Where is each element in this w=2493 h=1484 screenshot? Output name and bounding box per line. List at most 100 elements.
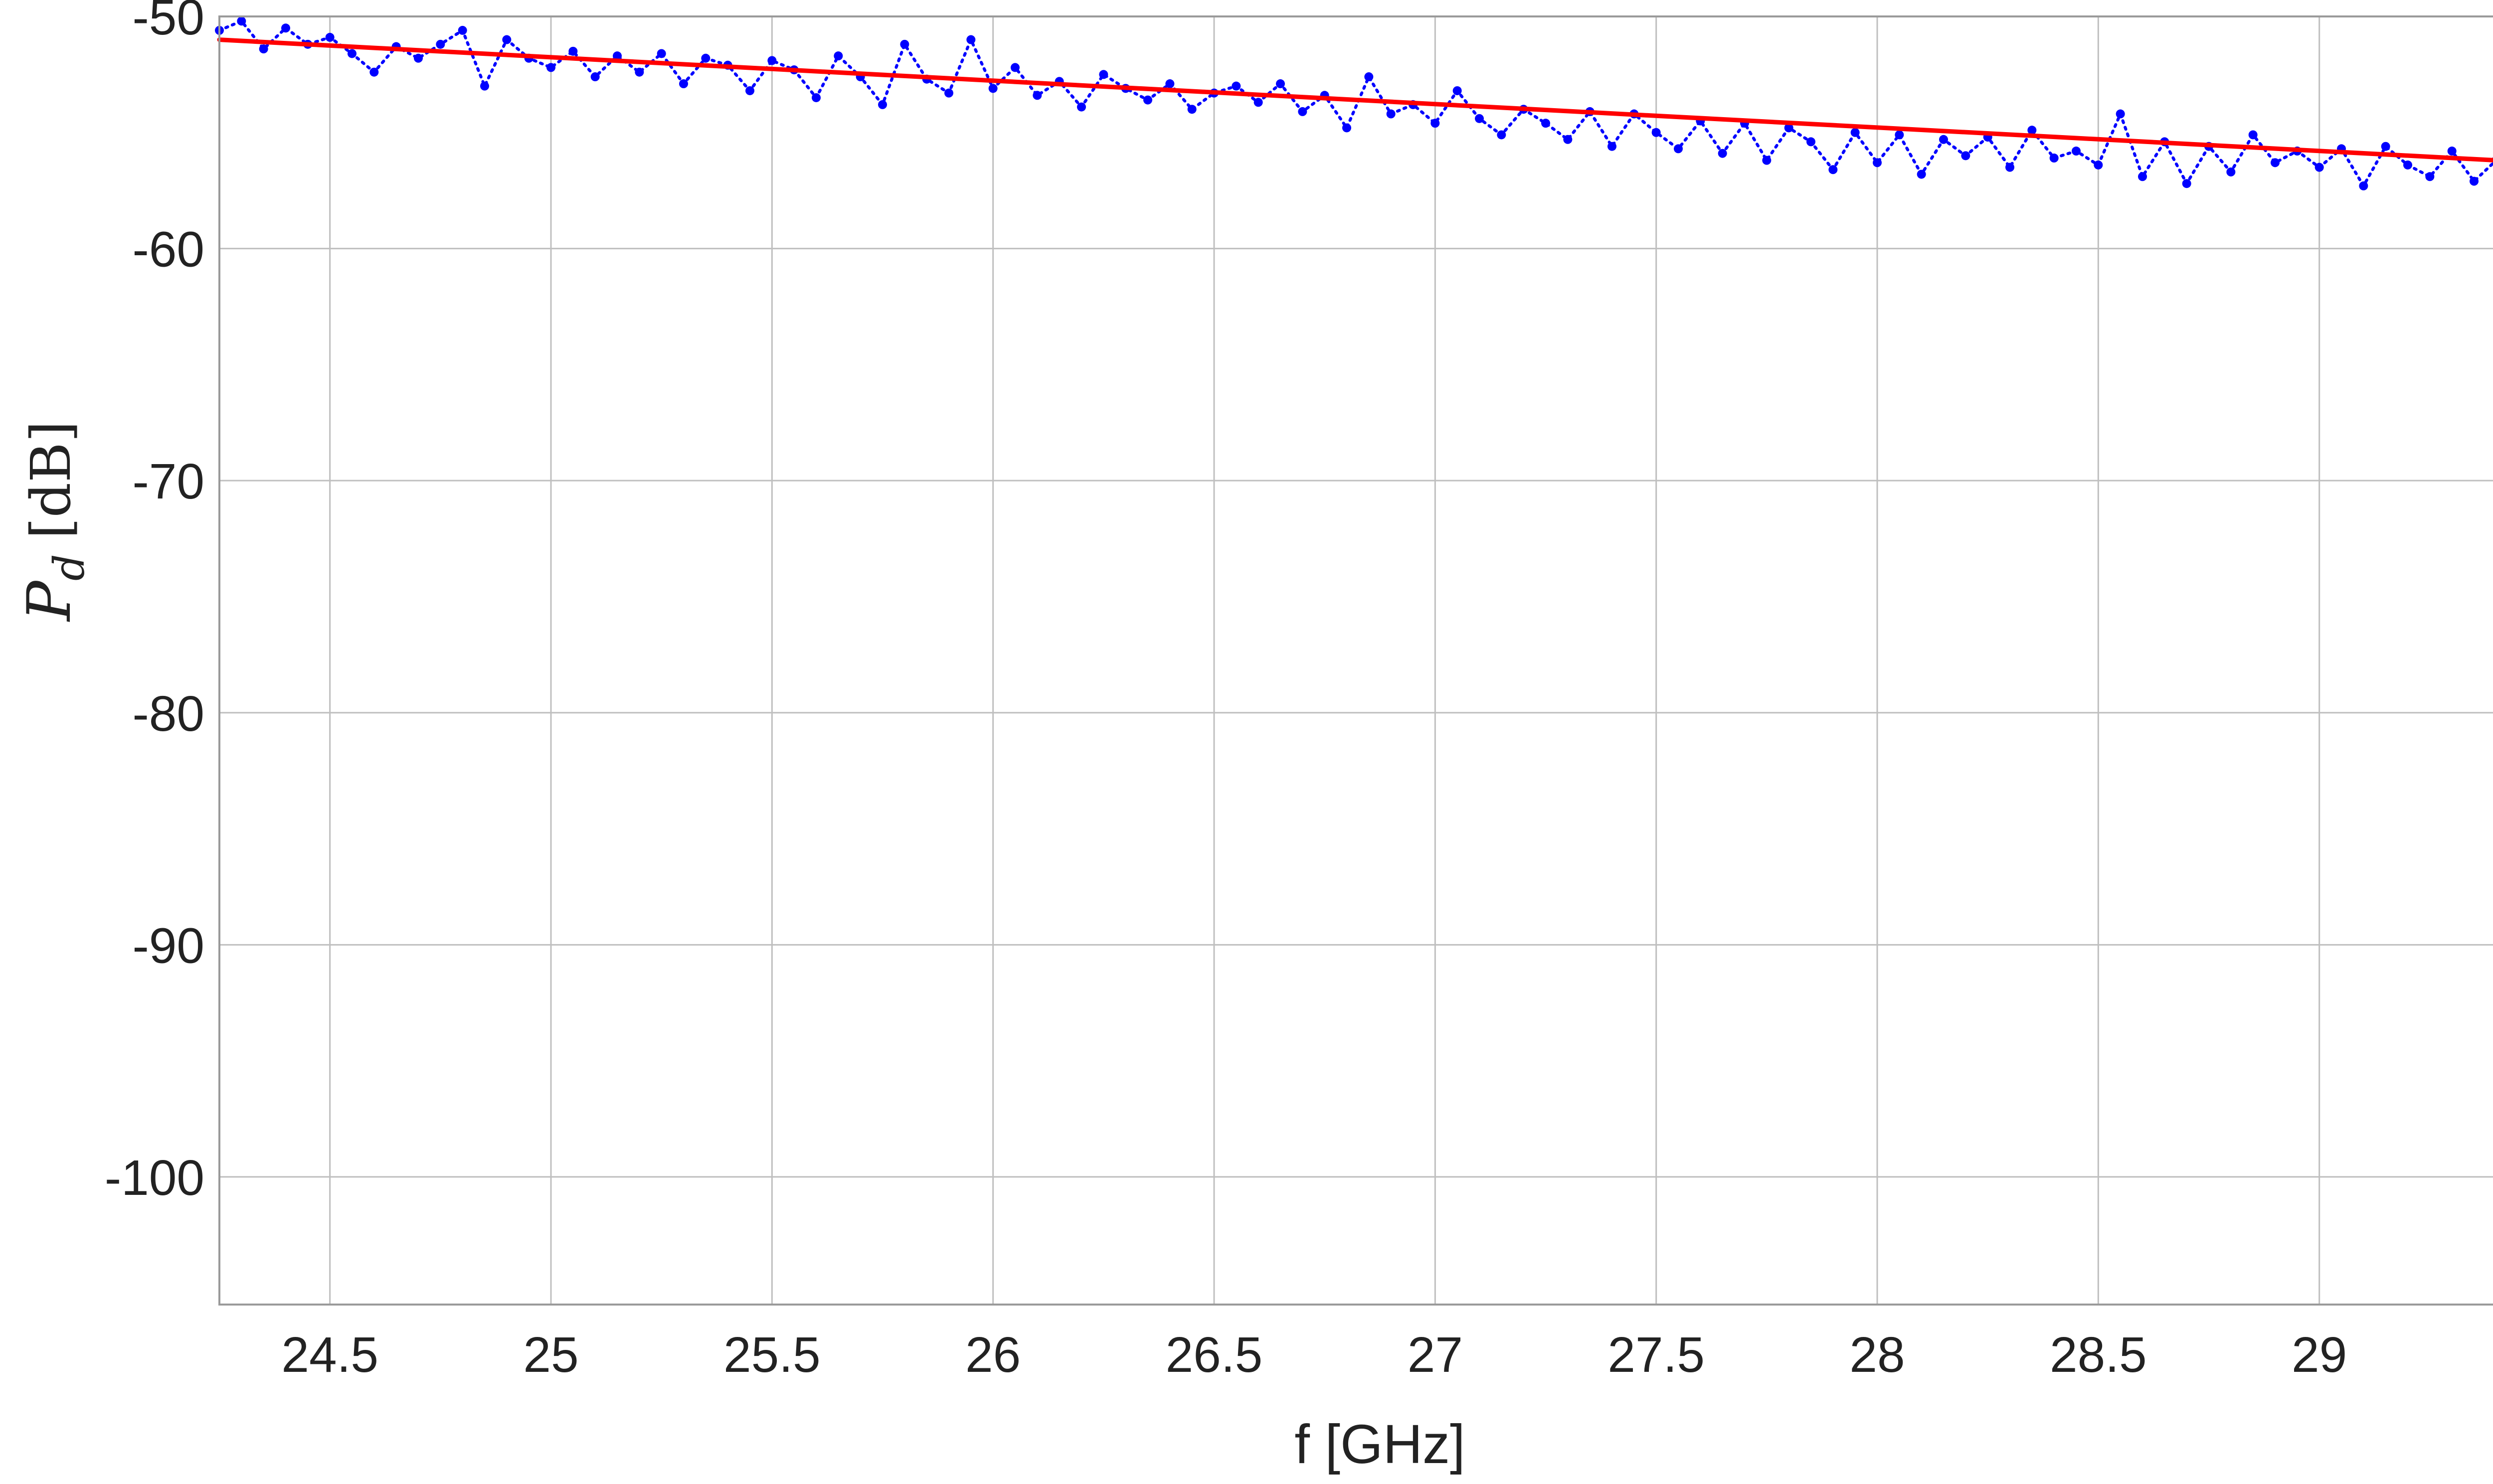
data-point — [2138, 172, 2147, 181]
y-axis-label-symbol: P — [15, 580, 84, 622]
data-point — [1033, 91, 1042, 100]
data-point — [657, 49, 666, 58]
data-point — [2403, 160, 2412, 169]
data-point — [259, 44, 268, 54]
x-tick-label: 27.5 — [1607, 1327, 1705, 1383]
data-point — [2226, 167, 2236, 176]
x-tick-label: 25 — [523, 1327, 578, 1383]
x-tick-label: 29 — [2292, 1327, 2347, 1383]
data-point — [1895, 130, 1904, 140]
data-point — [1342, 123, 1351, 133]
y-axis-label-unit: [dB] — [19, 421, 83, 539]
x-tick-label: 29.5 — [2492, 1327, 2493, 1383]
series-fit-line — [217, 37, 2493, 163]
data-point — [1762, 156, 1772, 165]
data-point — [414, 53, 423, 63]
data-point — [1452, 86, 1462, 95]
x-tick-label: 28.5 — [2050, 1327, 2147, 1383]
data-point — [2248, 130, 2258, 140]
data-point — [679, 79, 688, 89]
data-point — [480, 81, 489, 91]
data-point — [2049, 154, 2059, 163]
data-point — [568, 46, 578, 56]
data-point — [1430, 119, 1440, 128]
data-point — [701, 53, 711, 63]
data-point — [613, 51, 622, 61]
data-point — [1386, 109, 1396, 119]
x-axis-label: f [GHz] — [1294, 1414, 1465, 1475]
data-point — [458, 25, 467, 35]
data-point — [237, 16, 246, 26]
data-point — [2182, 179, 2191, 188]
data-point — [1099, 70, 1108, 79]
data-point — [1563, 135, 1573, 144]
data-point — [900, 39, 909, 49]
data-point — [635, 67, 644, 77]
data-point — [944, 88, 953, 98]
data-point — [1850, 128, 1860, 137]
data-point — [2425, 172, 2435, 181]
data-point — [767, 56, 777, 65]
x-tick-label: 28 — [1849, 1327, 1905, 1383]
data-point — [1961, 151, 1970, 161]
data-point — [745, 86, 754, 95]
series-measured-line — [218, 19, 2493, 189]
data-point — [1253, 98, 1263, 107]
data-point — [2005, 163, 2014, 172]
data-point — [436, 39, 445, 49]
plot-series — [215, 16, 2493, 190]
data-point — [966, 35, 976, 44]
data-point — [369, 67, 379, 77]
data-point — [1674, 144, 1683, 154]
y-tick-label: -100 — [105, 1150, 204, 1206]
data-point — [2116, 109, 2125, 119]
data-point — [1364, 72, 1374, 82]
data-point — [1651, 128, 1661, 137]
data-point — [1718, 149, 1727, 158]
data-point — [546, 63, 555, 72]
data-point — [2027, 126, 2037, 135]
data-point — [1917, 169, 1926, 179]
y-tick-label: -50 — [132, 0, 204, 45]
data-point — [2381, 142, 2390, 151]
data-point — [1276, 79, 1285, 89]
plot-frame — [218, 15, 2493, 1306]
data-point — [502, 35, 512, 44]
data-point — [2315, 163, 2324, 172]
tick-labels: 24.5 25 25.5 26 26.5 27 27.5 28 28.5 29 29.5 -50 -60… — [105, 0, 2493, 1383]
data-point — [812, 93, 821, 102]
y-axis-label-subscript: d — [45, 554, 94, 581]
data-point — [348, 49, 356, 58]
data-point — [1607, 142, 1616, 151]
data-point — [1011, 63, 1020, 72]
data-point — [1828, 165, 1838, 174]
data-point — [590, 72, 600, 82]
x-tick-label: 26.5 — [1166, 1327, 1263, 1383]
data-point — [281, 23, 290, 33]
y-tick-label: -60 — [132, 222, 204, 278]
y-axis-label: Pd [dB] — [15, 421, 94, 622]
data-point — [1187, 105, 1197, 114]
y-tick-label: -90 — [132, 918, 204, 974]
data-point — [988, 84, 998, 93]
data-point — [1939, 135, 1948, 144]
y-tick-label: -80 — [132, 686, 204, 742]
data-point — [834, 51, 843, 61]
data-point — [1143, 95, 1152, 105]
data-point — [1784, 123, 1793, 133]
data-point — [1232, 81, 1241, 91]
data-point — [2271, 158, 2280, 167]
data-point — [2359, 181, 2368, 190]
y-tick-label: -70 — [132, 454, 204, 509]
data-point — [1298, 107, 1307, 116]
data-point — [1497, 130, 1506, 140]
data-point — [1806, 137, 1815, 147]
x-tick-label: 25.5 — [723, 1327, 821, 1383]
data-point — [325, 32, 335, 42]
data-point — [2094, 160, 2103, 169]
data-point — [2447, 147, 2457, 156]
data-point — [878, 100, 887, 109]
x-tick-label: 26 — [965, 1327, 1021, 1383]
